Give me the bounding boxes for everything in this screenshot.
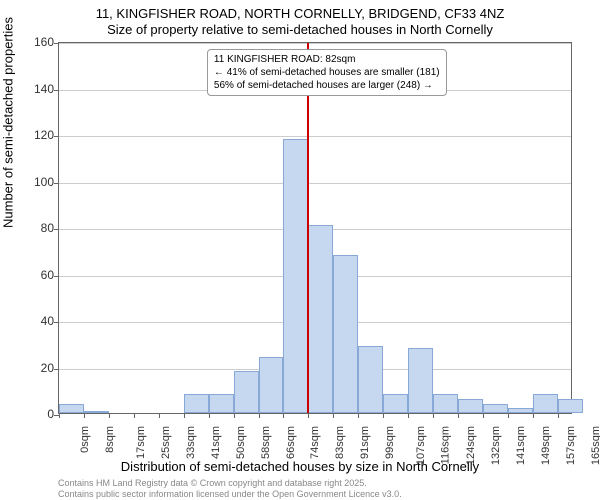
xtick-label: 124sqm <box>465 426 477 465</box>
ytick-label: 0 <box>14 407 54 421</box>
xtick-mark <box>159 413 160 418</box>
ytick-mark <box>54 322 59 323</box>
xtick-label: 107sqm <box>415 426 427 465</box>
footer-line1: Contains HM Land Registry data © Crown c… <box>58 478 367 488</box>
chart-container: 11, KINGFISHER ROAD, NORTH CORNELLY, BRI… <box>0 0 600 500</box>
xtick-mark <box>209 413 210 418</box>
plot-area: 11 KINGFISHER ROAD: 82sqm ← 41% of semi-… <box>58 42 572 414</box>
xtick-label: 99sqm <box>384 426 396 459</box>
xtick-mark <box>308 413 309 418</box>
xtick-mark <box>533 413 534 418</box>
xtick-label: 25sqm <box>160 426 172 459</box>
ytick-mark <box>54 136 59 137</box>
gridline <box>59 183 571 184</box>
xtick-mark <box>508 413 509 418</box>
ytick-mark <box>54 229 59 230</box>
xtick-label: 58sqm <box>260 426 272 459</box>
xtick-mark <box>433 413 434 418</box>
xtick-mark <box>259 413 260 418</box>
xtick-mark <box>109 413 110 418</box>
histogram-bar <box>308 225 333 413</box>
gridline <box>59 43 571 44</box>
ytick-mark <box>54 369 59 370</box>
xtick-label: 41sqm <box>210 426 222 459</box>
histogram-bar <box>508 408 533 413</box>
x-axis-label: Distribution of semi-detached houses by … <box>0 459 600 474</box>
xtick-label: 0sqm <box>79 426 91 453</box>
histogram-bar <box>383 394 408 413</box>
ytick-label: 40 <box>14 314 54 328</box>
xtick-mark <box>408 413 409 418</box>
ytick-label: 80 <box>14 221 54 235</box>
ytick-label: 100 <box>14 175 54 189</box>
annotation-line2: ← 41% of semi-detached houses are smalle… <box>214 66 440 79</box>
xtick-label: 149sqm <box>540 426 552 465</box>
histogram-bar <box>59 404 84 413</box>
reference-line <box>307 43 309 413</box>
ytick-label: 20 <box>14 361 54 375</box>
xtick-mark <box>558 413 559 418</box>
ytick-label: 60 <box>14 268 54 282</box>
xtick-label: 141sqm <box>515 426 527 465</box>
xtick-label: 33sqm <box>185 426 197 459</box>
xtick-mark <box>234 413 235 418</box>
xtick-label: 8sqm <box>104 426 116 453</box>
xtick-mark <box>358 413 359 418</box>
chart-subtitle: Size of property relative to semi-detach… <box>0 22 600 37</box>
footer-line2: Contains public sector information licen… <box>58 489 402 499</box>
xtick-mark <box>458 413 459 418</box>
xtick-mark <box>483 413 484 418</box>
histogram-bar <box>333 255 358 413</box>
histogram-bar <box>358 346 383 413</box>
annotation-line3: 56% of semi-detached houses are larger (… <box>214 79 440 92</box>
histogram-bar <box>558 399 583 413</box>
xtick-mark <box>134 413 135 418</box>
xtick-mark <box>333 413 334 418</box>
xtick-label: 165sqm <box>590 426 600 465</box>
histogram-bar <box>533 394 558 413</box>
ytick-mark <box>54 183 59 184</box>
chart-title-line1: 11, KINGFISHER ROAD, NORTH CORNELLY, BRI… <box>0 6 600 21</box>
xtick-label: 83sqm <box>334 426 346 459</box>
ytick-label: 140 <box>14 82 54 96</box>
ytick-mark <box>54 43 59 44</box>
xtick-mark <box>184 413 185 418</box>
histogram-bar <box>283 139 308 413</box>
xtick-label: 66sqm <box>285 426 297 459</box>
xtick-mark <box>383 413 384 418</box>
xtick-label: 91sqm <box>359 426 371 459</box>
annotation-line1: 11 KINGFISHER ROAD: 82sqm <box>214 53 440 66</box>
ytick-mark <box>54 90 59 91</box>
histogram-bar <box>433 394 458 413</box>
xtick-label: 74sqm <box>310 426 322 459</box>
ytick-label: 120 <box>14 128 54 142</box>
xtick-mark <box>59 413 60 418</box>
histogram-bar <box>483 404 508 413</box>
histogram-bar <box>408 348 433 413</box>
histogram-bar <box>184 394 209 413</box>
xtick-mark <box>283 413 284 418</box>
xtick-label: 17sqm <box>135 426 147 459</box>
xtick-label: 157sqm <box>565 426 577 465</box>
ytick-mark <box>54 276 59 277</box>
xtick-mark <box>84 413 85 418</box>
annotation-box: 11 KINGFISHER ROAD: 82sqm ← 41% of semi-… <box>207 49 447 96</box>
xtick-label: 50sqm <box>235 426 247 459</box>
histogram-bar <box>259 357 284 413</box>
histogram-bar <box>458 399 483 413</box>
gridline <box>59 136 571 137</box>
histogram-bar <box>209 394 234 413</box>
histogram-bar <box>84 411 109 413</box>
xtick-label: 132sqm <box>490 426 502 465</box>
ytick-label: 160 <box>14 35 54 49</box>
histogram-bar <box>234 371 259 413</box>
xtick-label: 116sqm <box>440 426 452 464</box>
